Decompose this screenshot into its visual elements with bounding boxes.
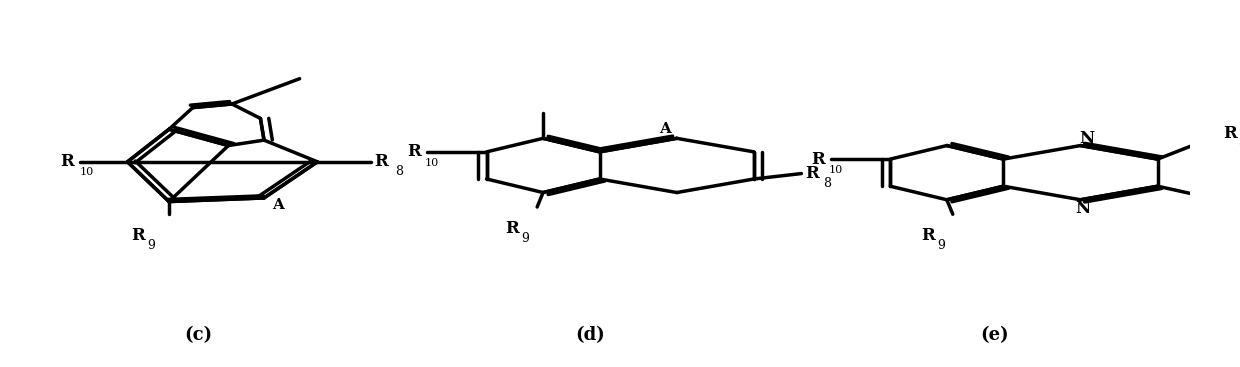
Text: R: R bbox=[61, 153, 74, 170]
Text: 10: 10 bbox=[828, 165, 843, 175]
Text: (d): (d) bbox=[575, 326, 605, 344]
Text: R: R bbox=[921, 228, 935, 244]
Text: R: R bbox=[1223, 125, 1236, 142]
Text: 10: 10 bbox=[79, 167, 94, 177]
Text: 8: 8 bbox=[1239, 137, 1240, 150]
Text: N: N bbox=[1079, 130, 1094, 147]
Text: 9: 9 bbox=[148, 239, 155, 252]
Text: R: R bbox=[408, 143, 422, 160]
Text: 8: 8 bbox=[823, 177, 831, 190]
Text: 8: 8 bbox=[394, 166, 403, 178]
Text: (c): (c) bbox=[185, 326, 213, 344]
Text: R: R bbox=[805, 165, 818, 182]
Text: (e): (e) bbox=[980, 326, 1008, 344]
Text: 9: 9 bbox=[522, 232, 529, 245]
Text: R: R bbox=[374, 153, 388, 170]
Text: A: A bbox=[273, 198, 284, 212]
Text: 9: 9 bbox=[937, 239, 945, 252]
Text: R: R bbox=[506, 220, 520, 237]
Text: R: R bbox=[131, 228, 145, 244]
Text: 10: 10 bbox=[425, 158, 439, 168]
Text: A: A bbox=[658, 122, 671, 136]
Text: R: R bbox=[811, 150, 825, 168]
Text: N: N bbox=[1075, 200, 1090, 217]
